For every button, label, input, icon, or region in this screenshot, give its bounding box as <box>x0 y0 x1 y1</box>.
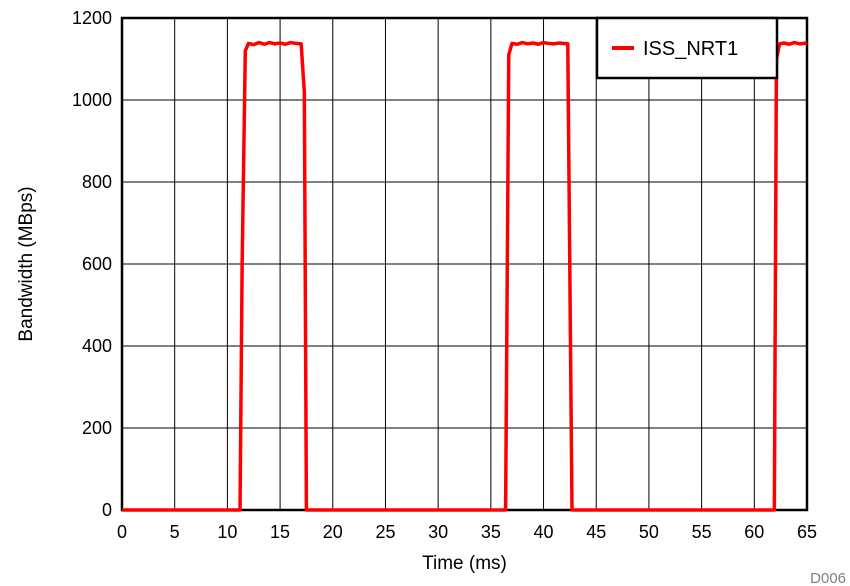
x-tick-label-20: 20 <box>323 522 343 542</box>
x-tick-label-30: 30 <box>428 522 448 542</box>
y-tick-label-400: 400 <box>82 336 112 356</box>
x-tick-label-10: 10 <box>217 522 237 542</box>
x-tick-label-65: 65 <box>797 522 817 542</box>
x-tick-label-35: 35 <box>481 522 501 542</box>
x-tick-label-45: 45 <box>586 522 606 542</box>
x-tick-label-60: 60 <box>744 522 764 542</box>
y-axis-title: Bandwidth (MBps) <box>16 186 37 341</box>
grid-lines <box>121 17 808 511</box>
series-layer <box>122 40 808 512</box>
x-axis-title: Time (ms) <box>422 553 507 574</box>
x-tick-label-55: 55 <box>692 522 712 542</box>
x-tick-label-40: 40 <box>534 522 554 542</box>
series-line-0 <box>122 40 808 512</box>
x-tick-label-50: 50 <box>639 522 659 542</box>
x-tick-label-15: 15 <box>270 522 290 542</box>
y-tick-label-1000: 1000 <box>72 90 112 110</box>
x-tick-label-0: 0 <box>117 522 127 542</box>
legend-label-iss-nrt1: ISS_NRT1 <box>643 38 738 60</box>
x-tick-label-5: 5 <box>170 522 180 542</box>
x-tick-label-25: 25 <box>375 522 395 542</box>
y-tick-label-600: 600 <box>82 254 112 274</box>
legend: ISS_NRT1 <box>595 16 779 80</box>
y-tick-label-1200: 1200 <box>72 8 112 28</box>
y-tick-labels: 0 200 400 600 800 1000 1200 <box>72 8 112 520</box>
y-tick-label-200: 200 <box>82 418 112 438</box>
y-tick-label-0: 0 <box>102 500 112 520</box>
figure-id-label: D006 <box>810 570 846 586</box>
y-tick-label-800: 800 <box>82 172 112 192</box>
x-tick-labels: 0 5 10 15 20 25 30 35 40 45 50 55 60 65 <box>117 522 817 542</box>
